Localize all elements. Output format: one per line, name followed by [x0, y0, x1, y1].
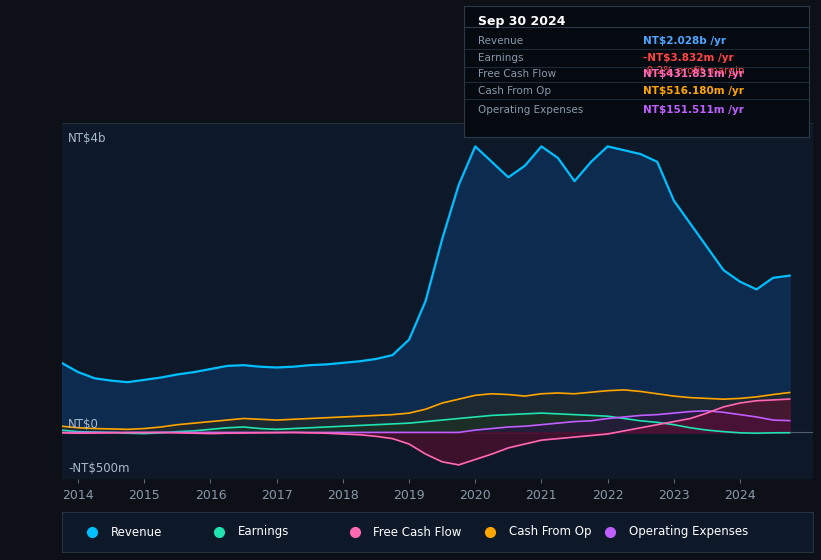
Text: Operating Expenses: Operating Expenses [478, 105, 583, 115]
Text: NT$0: NT$0 [68, 418, 99, 431]
Text: -0.2% profit margin: -0.2% profit margin [643, 66, 745, 76]
Text: Sep 30 2024: Sep 30 2024 [478, 15, 565, 28]
Text: NT$516.180m /yr: NT$516.180m /yr [643, 86, 744, 96]
Text: NT$431.831m /yr: NT$431.831m /yr [643, 69, 744, 79]
Text: Cash From Op: Cash From Op [478, 86, 551, 96]
Text: Revenue: Revenue [110, 525, 162, 539]
Text: Cash From Op: Cash From Op [508, 525, 591, 539]
Text: Revenue: Revenue [478, 36, 523, 46]
Text: Free Cash Flow: Free Cash Flow [478, 69, 556, 79]
Text: -NT$500m: -NT$500m [68, 462, 130, 475]
Text: NT$2.028b /yr: NT$2.028b /yr [643, 36, 726, 46]
Text: Free Cash Flow: Free Cash Flow [374, 525, 461, 539]
Text: Earnings: Earnings [478, 53, 523, 63]
Text: NT$151.511m /yr: NT$151.511m /yr [643, 105, 744, 115]
Text: Operating Expenses: Operating Expenses [629, 525, 748, 539]
Text: NT$4b: NT$4b [68, 133, 107, 146]
Text: -NT$3.832m /yr: -NT$3.832m /yr [643, 53, 734, 63]
Text: Earnings: Earnings [238, 525, 290, 539]
